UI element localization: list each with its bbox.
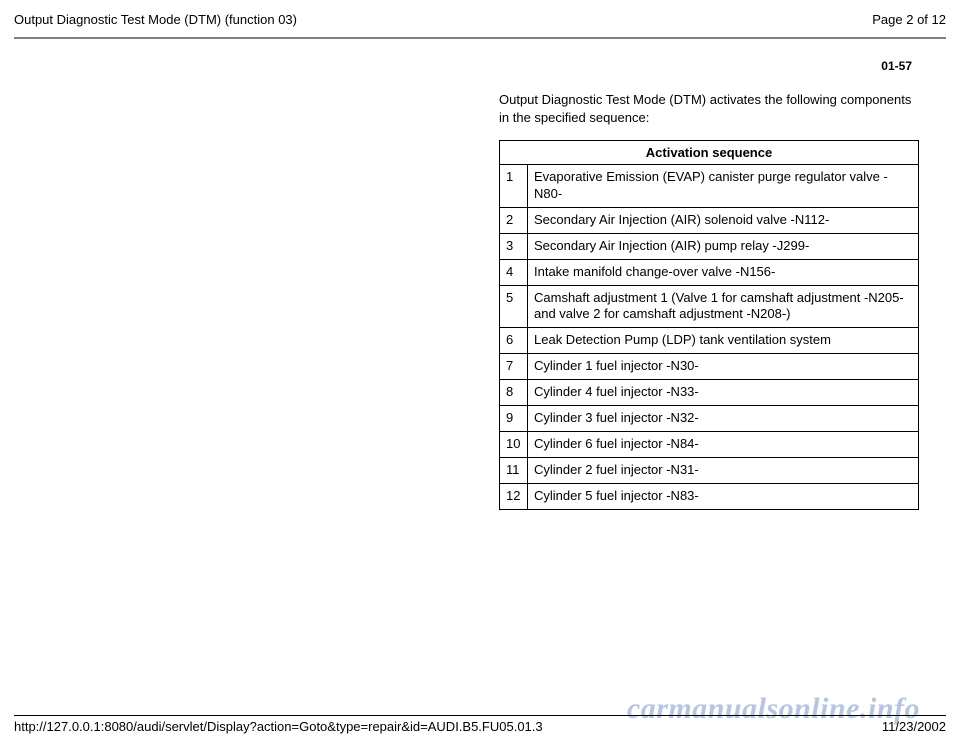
row-number: 2	[500, 207, 528, 233]
content-area: Output Diagnostic Test Mode (DTM) activa…	[499, 91, 919, 510]
table-row: 3 Secondary Air Injection (AIR) pump rel…	[500, 233, 919, 259]
table-row: 9 Cylinder 3 fuel injector -N32-	[500, 406, 919, 432]
activation-sequence-table: Activation sequence 1 Evaporative Emissi…	[499, 140, 919, 509]
table-row: 11 Cylinder 2 fuel injector -N31-	[500, 457, 919, 483]
row-desc: Evaporative Emission (EVAP) canister pur…	[528, 165, 919, 208]
table-row: 8 Cylinder 4 fuel injector -N33-	[500, 380, 919, 406]
row-number: 11	[500, 457, 528, 483]
row-desc: Cylinder 5 fuel injector -N83-	[528, 483, 919, 509]
row-desc: Cylinder 6 fuel injector -N84-	[528, 431, 919, 457]
row-number: 1	[500, 165, 528, 208]
row-desc: Camshaft adjustment 1 (Valve 1 for camsh…	[528, 285, 919, 328]
table-row: 6 Leak Detection Pump (LDP) tank ventila…	[500, 328, 919, 354]
table-row: 2 Secondary Air Injection (AIR) solenoid…	[500, 207, 919, 233]
table-row: 1 Evaporative Emission (EVAP) canister p…	[500, 165, 919, 208]
row-desc: Cylinder 4 fuel injector -N33-	[528, 380, 919, 406]
page-header: Output Diagnostic Test Mode (DTM) (funct…	[14, 12, 946, 27]
row-number: 8	[500, 380, 528, 406]
header-title: Output Diagnostic Test Mode (DTM) (funct…	[14, 12, 297, 27]
footer-url: http://127.0.0.1:8080/audi/servlet/Displ…	[14, 719, 543, 734]
table-body: 1 Evaporative Emission (EVAP) canister p…	[500, 165, 919, 509]
header-divider	[14, 37, 946, 39]
row-number: 4	[500, 259, 528, 285]
row-number: 9	[500, 406, 528, 432]
intro-text: Output Diagnostic Test Mode (DTM) activa…	[499, 91, 919, 126]
section-number: 01-57	[14, 59, 946, 73]
table-row: 4 Intake manifold change-over valve -N15…	[500, 259, 919, 285]
row-desc: Cylinder 3 fuel injector -N32-	[528, 406, 919, 432]
row-desc: Cylinder 2 fuel injector -N31-	[528, 457, 919, 483]
row-desc: Secondary Air Injection (AIR) solenoid v…	[528, 207, 919, 233]
header-page-info: Page 2 of 12	[872, 12, 946, 27]
row-number: 10	[500, 431, 528, 457]
table-row: 5 Camshaft adjustment 1 (Valve 1 for cam…	[500, 285, 919, 328]
table-header: Activation sequence	[500, 141, 919, 165]
table-row: 7 Cylinder 1 fuel injector -N30-	[500, 354, 919, 380]
row-desc: Cylinder 1 fuel injector -N30-	[528, 354, 919, 380]
row-desc: Leak Detection Pump (LDP) tank ventilati…	[528, 328, 919, 354]
row-number: 12	[500, 483, 528, 509]
page-footer: http://127.0.0.1:8080/audi/servlet/Displ…	[14, 715, 946, 734]
table-row: 12 Cylinder 5 fuel injector -N83-	[500, 483, 919, 509]
table-row: 10 Cylinder 6 fuel injector -N84-	[500, 431, 919, 457]
row-desc: Intake manifold change-over valve -N156-	[528, 259, 919, 285]
row-number: 3	[500, 233, 528, 259]
row-number: 7	[500, 354, 528, 380]
row-desc: Secondary Air Injection (AIR) pump relay…	[528, 233, 919, 259]
row-number: 5	[500, 285, 528, 328]
footer-date: 11/23/2002	[882, 719, 946, 734]
row-number: 6	[500, 328, 528, 354]
